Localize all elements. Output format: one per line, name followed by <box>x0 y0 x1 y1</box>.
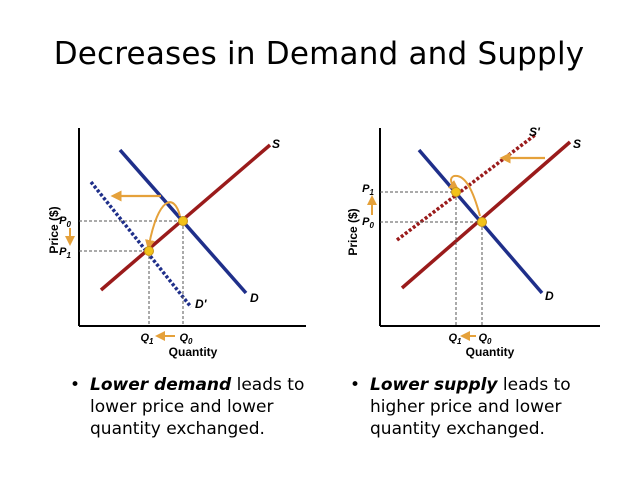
supply-caption: • Lower supply leads to higher price and… <box>350 374 620 440</box>
demand-curve-label: D <box>250 291 259 305</box>
original-equilibrium-point <box>178 216 188 226</box>
y-axis-label: Price ($) <box>47 206 61 253</box>
price-tick-p1: P1 <box>59 246 71 260</box>
price-tick-p0: P0 <box>59 215 71 229</box>
shifted-demand-curve-label: D' <box>195 297 208 311</box>
bullet: • <box>70 375 81 395</box>
caption-text: Lower demand leads to lower price and lo… <box>70 374 330 440</box>
caption-rest: leads to lower price and lower quantity … <box>90 375 305 439</box>
shifted-supply-curve-label: S' <box>529 125 541 139</box>
caption-emphasis: Lower supply <box>370 375 498 395</box>
original-equilibrium-point <box>477 217 487 227</box>
caption-rest: leads to higher price and lower quantity… <box>370 375 571 439</box>
quantity-tick-q1: Q1 <box>448 332 462 346</box>
price-tick-p1: P1 <box>362 183 374 197</box>
equilibrium-move-arrow <box>447 174 481 217</box>
price-tick-p0: P0 <box>362 216 374 230</box>
supply-curve-label: S <box>272 137 280 151</box>
slide-title: Decreases in Demand and Supply <box>53 36 585 72</box>
demand-caption: • Lower demand leads to lower price and … <box>70 374 330 440</box>
demand-curve-label: D <box>545 289 554 303</box>
supply-curve <box>400 140 572 290</box>
x-axis-label: Quantity <box>169 345 218 359</box>
x-axis-label: Quantity <box>466 345 515 359</box>
quantity-tick-q0: Q0 <box>478 332 492 346</box>
quantity-tick-q0: Q0 <box>179 332 193 346</box>
new-equilibrium-point <box>451 187 461 197</box>
caption-text: Lower supply leads to higher price and l… <box>350 374 620 440</box>
y-axis-label: Price ($) <box>346 208 360 255</box>
equilibrium-move-arrow <box>145 201 181 250</box>
demand-decrease-graph: Price ($) Quantity S D D' P0 P1 Q1 Q0 <box>47 128 306 359</box>
shifted-demand-curve <box>89 180 193 309</box>
quantity-tick-q1: Q1 <box>140 332 154 346</box>
new-equilibrium-point <box>144 246 154 256</box>
bullet: • <box>350 375 361 395</box>
supply-curve-label: S <box>573 137 581 151</box>
supply-decrease-graph: Price ($) Quantity S S' D P1 P0 Q1 Q0 <box>346 125 600 359</box>
caption-emphasis: Lower demand <box>90 375 232 395</box>
shifted-supply-curve <box>395 133 537 242</box>
